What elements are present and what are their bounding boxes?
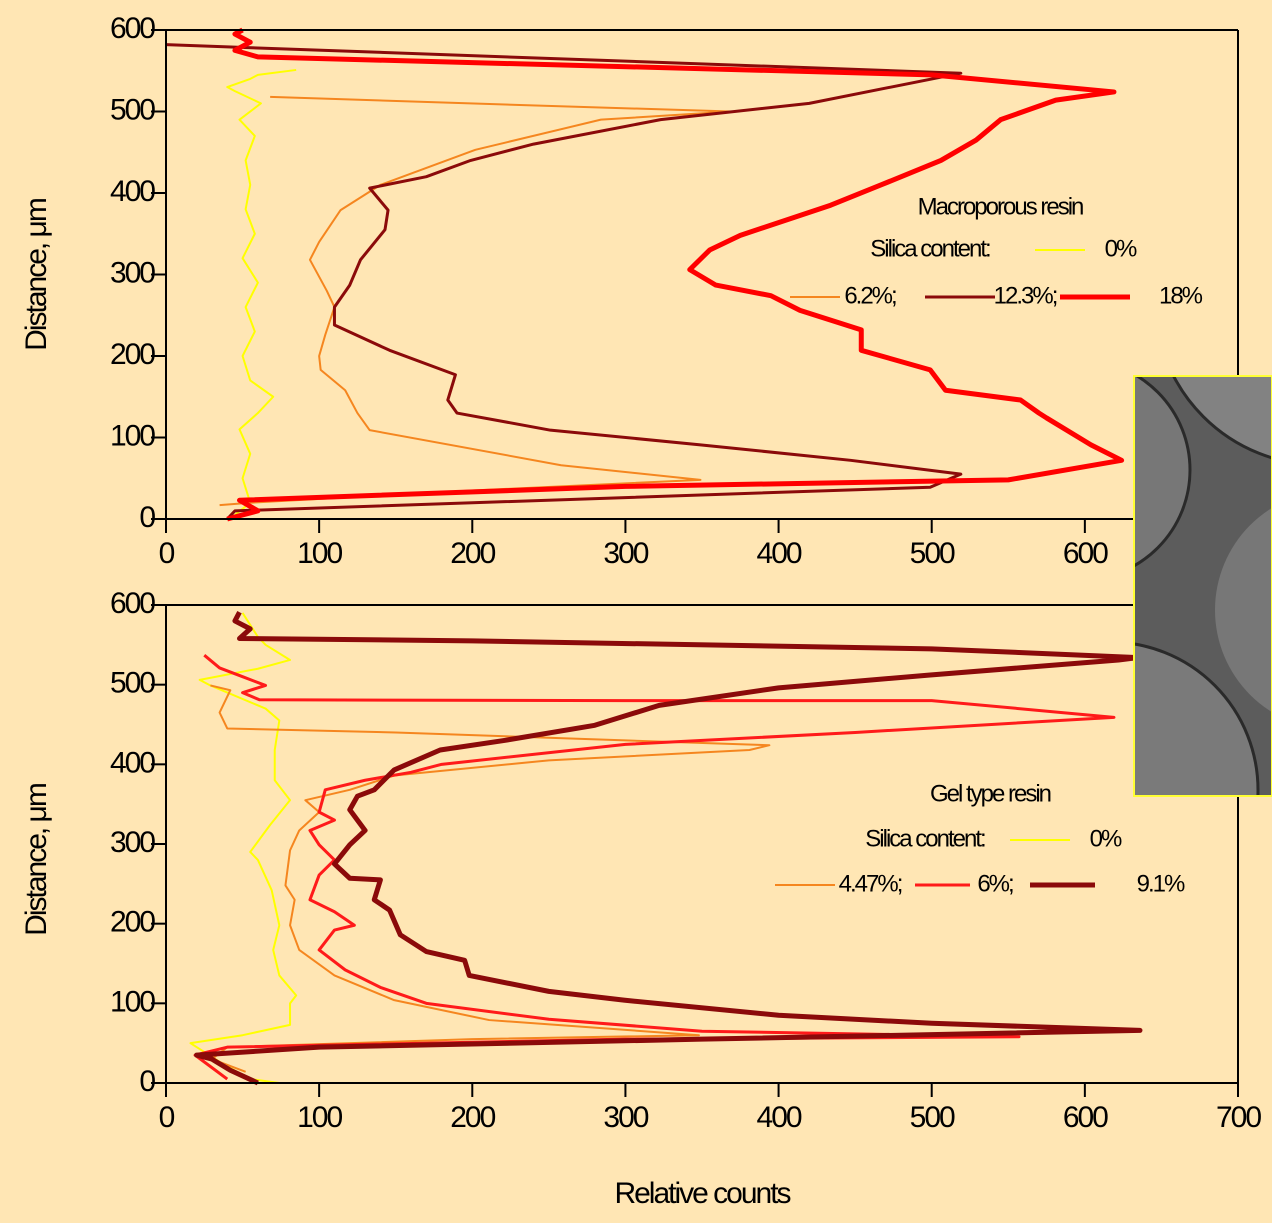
legend-title: Silica content: [865, 825, 985, 852]
y-tick-label: 500 [110, 93, 155, 126]
x-tick-label: 200 [450, 537, 495, 570]
x-axis-title: Relative counts [614, 1177, 790, 1210]
x-tick-label: 500 [910, 537, 955, 570]
legend-label: 0% [1105, 235, 1137, 262]
data-line [189, 612, 298, 1084]
x-tick-label: 500 [910, 1101, 955, 1134]
x-tick-label: 300 [603, 1101, 648, 1134]
legend-label: 6%; [977, 870, 1013, 897]
x-tick-label: 600 [1063, 1101, 1108, 1134]
y-tick-label: 0 [139, 1065, 155, 1098]
data-line [210, 684, 771, 1073]
y-tick-label: 400 [110, 175, 155, 208]
x-tick-label: 100 [297, 1101, 342, 1134]
y-axis-title: Distance, μm [20, 198, 53, 351]
legend-label: 6.2%; [844, 282, 896, 309]
y-axis-title: Distance, μm [20, 783, 53, 936]
data-line [226, 27, 1125, 522]
y-tick-label: 400 [110, 746, 155, 779]
x-tick-label: 600 [1063, 537, 1108, 570]
legend-label: 9.1% [1137, 870, 1185, 897]
y-tick-label: 200 [110, 906, 155, 939]
x-tick-label: 300 [603, 537, 648, 570]
data-line [194, 611, 1143, 1086]
y-tick-label: 100 [110, 985, 155, 1018]
annotation: Macroporous resin [918, 193, 1083, 220]
data-line [193, 654, 1116, 1081]
y-tick-label: 600 [110, 587, 155, 620]
x-tick-label: 700 [1216, 1101, 1261, 1134]
annotation: Gel type resin [930, 780, 1051, 807]
legend-label: 4.47%; [839, 870, 902, 897]
x-tick-label: 0 [159, 1101, 175, 1134]
data-line [165, 43, 963, 521]
y-tick-label: 500 [110, 667, 155, 700]
x-tick-label: 0 [159, 537, 175, 570]
y-tick-label: 100 [110, 419, 155, 452]
x-tick-label: 400 [757, 1101, 802, 1134]
y-tick-label: 300 [110, 256, 155, 289]
legend-label: 0% [1090, 825, 1122, 852]
x-tick-label: 100 [297, 537, 342, 570]
legend-label: 18% [1159, 282, 1203, 309]
y-tick-label: 600 [110, 12, 155, 45]
x-tick-label: 400 [757, 537, 802, 570]
y-tick-label: 300 [110, 826, 155, 859]
legend-title: Silica content: [870, 235, 990, 262]
x-tick-label: 200 [450, 1101, 495, 1134]
data-line [226, 68, 297, 516]
legend-label: 12.3%; [994, 282, 1057, 309]
data-line [219, 95, 733, 507]
y-tick-label: 0 [139, 501, 155, 534]
y-tick-label: 200 [110, 338, 155, 371]
